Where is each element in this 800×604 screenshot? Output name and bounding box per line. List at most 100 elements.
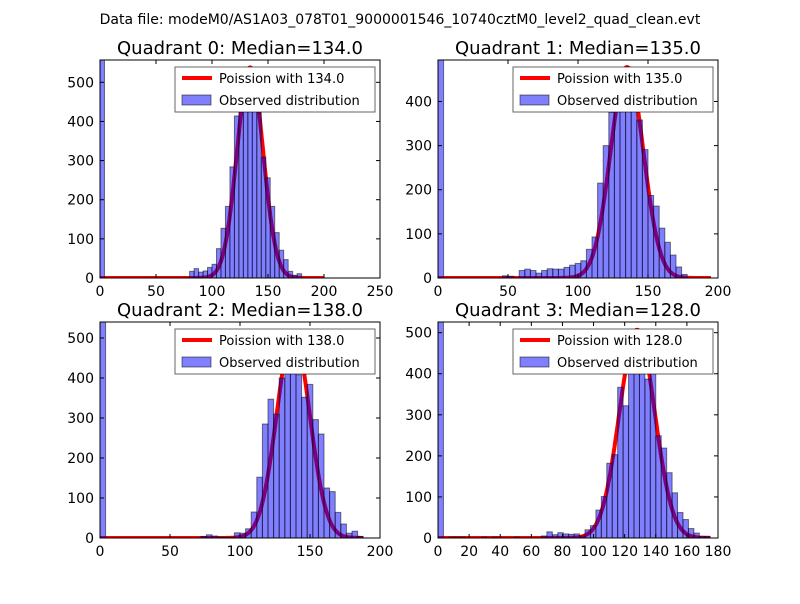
x-tick-label: 50 [499,284,517,300]
histogram-bar [562,533,570,538]
legend: Poission with 135.0 Observed distribution [512,66,714,113]
histogram-bar [312,419,319,538]
histogram-bar [630,83,638,278]
subplot-title: Quadrant 2: Median=138.0 [117,300,363,321]
plot-area [438,60,713,278]
x-tick-label: 0 [96,544,105,560]
legend-label-poisson: Poission with 128.0 [557,334,682,349]
histogram-bar [215,248,222,278]
histogram-bar [357,535,364,538]
histogram-bar [644,378,651,538]
histogram-bar [669,254,677,278]
x-tick-label: 20 [460,544,478,560]
histogram-bar [351,530,359,538]
histogram-bar [658,227,666,278]
histogram-bar [524,268,531,278]
subplot-title: Quadrant 3: Median=128.0 [455,300,701,321]
x-tick-label: 150 [297,544,324,560]
histogram-bar [622,405,630,538]
histogram-bar [557,268,565,278]
subplot-title: Quadrant 1: Median=135.0 [455,38,701,59]
legend-label-poisson: Poission with 134.0 [219,72,344,87]
histogram-bar [569,264,576,278]
histogram-bar [334,511,342,538]
y-tick-label: 100 [67,232,94,248]
histogram-bar [591,236,599,278]
legend-label-poisson: Poission with 138.0 [219,334,344,349]
y-tick-label: 200 [405,449,432,465]
histogram-bar [261,423,269,538]
histogram-bar [681,273,688,278]
histogram-bar [245,528,252,538]
histogram-bar [602,145,610,278]
x-tick-label: 0 [96,284,105,300]
histogram-bar [647,194,655,278]
histogram-bar [224,205,231,278]
legend-bar-swatch [181,356,212,368]
histogram-bar [546,531,553,538]
histogram-bar [198,271,204,278]
histogram-bar [660,447,668,538]
suptitle: Data file: modeM0/AS1A03_078T01_90000015… [100,12,701,28]
y-tick-label: 100 [67,491,94,507]
histogram-bar [580,260,587,278]
x-tick-label: 50 [147,284,165,300]
y-tick-label: 300 [405,408,432,424]
histogram-bar [269,205,276,278]
histogram-bar [653,205,660,278]
histogram-bar [247,85,253,278]
histogram-bar [584,529,591,538]
histogram-bar [202,270,209,278]
x-tick-label: 120 [611,544,638,560]
histogram-bar [274,232,280,278]
histogram-bar [323,487,331,538]
x-tick-label: 180 [705,544,732,560]
y-tick-label: 500 [67,75,94,91]
histogram-bar [229,166,235,278]
y-tick-label: 400 [67,371,94,387]
histogram-bar [552,268,559,278]
x-tick-label: 150 [255,284,282,300]
x-tick-label: 150 [635,284,662,300]
histogram-bar [100,60,105,278]
histogram-bar [611,454,619,538]
y-tick-label: 500 [67,331,94,347]
histogram-bar [233,532,241,538]
x-tick-label: 50 [161,544,179,560]
y-tick-label: 200 [405,183,432,199]
histogram-bar [617,386,624,538]
legend-bar-swatch [519,94,550,106]
y-tick-label: 0 [85,271,94,287]
histogram-bar [655,435,662,538]
y-tick-label: 0 [85,531,94,547]
y-tick-label: 200 [67,193,94,209]
y-tick-label: 100 [405,490,432,506]
histogram-bar [317,433,325,538]
histogram-bar [283,259,289,278]
legend-label-poisson: Poission with 135.0 [557,72,682,87]
histogram-bar [220,227,226,278]
x-tick-label: 100 [227,544,254,560]
histogram-bar [267,398,275,538]
histogram-bar [687,528,695,538]
legend-bar-swatch [519,356,550,368]
histogram-bar [273,413,280,538]
histogram-bar [250,511,258,538]
x-tick-label: 200 [367,544,394,560]
y-tick-label: 100 [405,227,432,243]
histogram-bar [306,383,314,538]
x-tick-label: 100 [565,284,592,300]
y-tick-label: 300 [67,154,94,170]
histogram-bar [256,476,263,538]
histogram-bar [193,268,200,278]
y-tick-label: 200 [67,451,94,467]
histogram-bar [529,269,537,278]
x-tick-label: 0 [434,284,443,300]
legend-label-observed: Observed distribution [557,94,698,109]
legend-bar-swatch [181,94,212,106]
histogram-bar [260,156,267,278]
histogram-bar [301,396,308,538]
histogram-bar [563,266,571,278]
histogram-bar [239,532,247,538]
x-tick-label: 40 [491,544,509,560]
